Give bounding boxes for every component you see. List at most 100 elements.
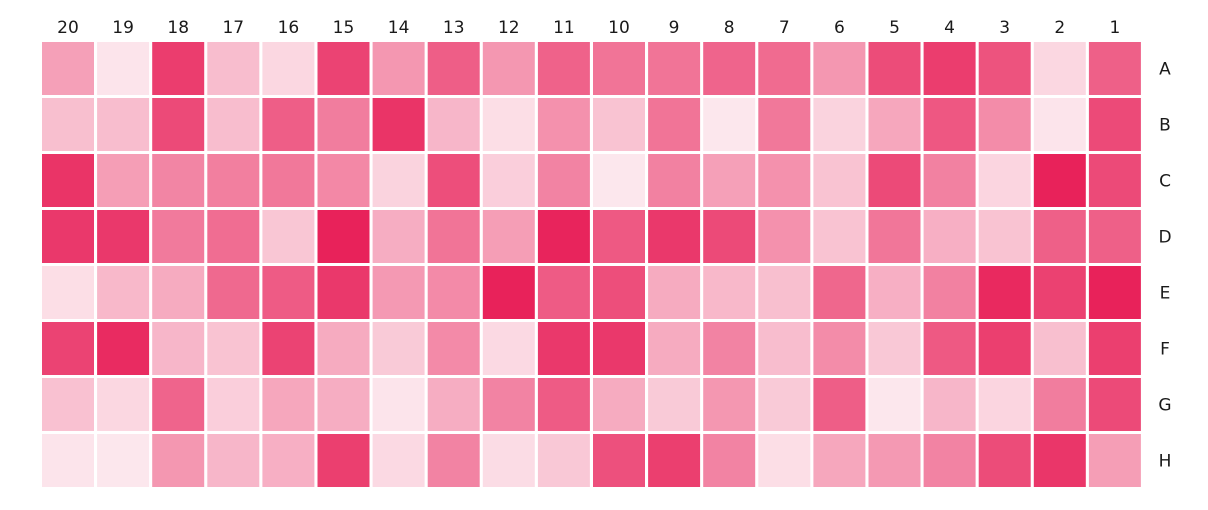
heatmap-cell (703, 434, 756, 487)
heatmap-cell (537, 98, 590, 151)
heatmap-cell (262, 322, 315, 375)
heatmap-cell (427, 98, 480, 151)
heatmap-cell (372, 210, 425, 263)
heatmap-cell (207, 434, 260, 487)
heatmap-cell (868, 42, 921, 95)
heatmap-cell (207, 154, 260, 207)
heatmap-cell (648, 210, 701, 263)
heatmap-cell (42, 154, 94, 207)
heatmap-cell (42, 378, 94, 431)
heatmap-cell (648, 154, 701, 207)
heatmap-cell (1033, 434, 1086, 487)
heatmap-cell (703, 266, 756, 319)
x-tick-label: 12 (498, 18, 520, 38)
y-tick-label: A (1159, 60, 1171, 80)
heatmap-cell (317, 42, 370, 95)
heatmap-cell (372, 42, 425, 95)
heatmap-cell (207, 42, 260, 95)
heatmap-cell (372, 266, 425, 319)
heatmap-cell (207, 266, 260, 319)
heatmap-cell (923, 322, 976, 375)
heatmap-cell (262, 42, 315, 95)
heatmap-cell (923, 98, 976, 151)
x-tick-label: 11 (553, 18, 575, 38)
heatmap-cell (1088, 322, 1141, 375)
heatmap-cell (593, 210, 645, 263)
heatmap-cell (1033, 266, 1086, 319)
heatmap-cell (317, 98, 370, 151)
x-tick-label: 9 (669, 18, 680, 38)
x-tick-label: 3 (999, 18, 1010, 38)
y-tick-label: B (1159, 116, 1171, 136)
heatmap-cell (978, 266, 1031, 319)
heatmap-cell (813, 434, 866, 487)
heatmap-cell (427, 42, 480, 95)
heatmap-cell (868, 266, 921, 319)
heatmap-cell (1033, 42, 1086, 95)
heatmap-cell (317, 210, 370, 263)
heatmap-cell (97, 266, 150, 319)
heatmap-cell (593, 154, 645, 207)
y-tick-label: C (1159, 172, 1171, 192)
heatmap-cell (537, 210, 590, 263)
heatmap-cell (152, 322, 205, 375)
heatmap-cell (482, 434, 535, 487)
heatmap-cell (152, 210, 205, 263)
x-tick-label: 6 (834, 18, 845, 38)
heatmap-cell (593, 434, 645, 487)
heatmap-cell (648, 378, 701, 431)
heatmap-cell (482, 378, 535, 431)
heatmap-cell (648, 42, 701, 95)
y-tick-label: E (1160, 284, 1171, 304)
heatmap-cell (813, 322, 866, 375)
heatmap-cell (813, 266, 866, 319)
heatmap-cell (262, 98, 315, 151)
x-tick-label: 1 (1109, 18, 1120, 38)
heatmap-cell (427, 266, 480, 319)
heatmap-cell (703, 42, 756, 95)
heatmap-cell (317, 434, 370, 487)
heatmap-cell (648, 266, 701, 319)
x-tick-label: 19 (112, 18, 134, 38)
heatmap-cell (1088, 434, 1141, 487)
x-tick-label: 13 (443, 18, 465, 38)
heatmap-cell (648, 322, 701, 375)
heatmap-cell (1033, 98, 1086, 151)
heatmap-cell (813, 42, 866, 95)
x-tick-label: 2 (1054, 18, 1065, 38)
heatmap-cell (42, 42, 94, 95)
x-tick-label: 5 (889, 18, 900, 38)
heatmap-cell (1033, 210, 1086, 263)
heatmap-cell (42, 98, 94, 151)
heatmap-cell (758, 434, 811, 487)
heatmap-cell (758, 266, 811, 319)
heatmap-cell (923, 266, 976, 319)
heatmap-cell (593, 378, 645, 431)
y-axis-labels: A B C D E F G H (1158, 60, 1171, 472)
heatmap-cell (758, 378, 811, 431)
heatmap-cell (1088, 378, 1141, 431)
heatmap-cell (868, 378, 921, 431)
heatmap-cell (262, 210, 315, 263)
heatmap-cell (372, 154, 425, 207)
heatmap-cell (703, 322, 756, 375)
heatmap-cell (372, 434, 425, 487)
heatmap-cell (317, 266, 370, 319)
heatmap-cell (537, 154, 590, 207)
heatmap-cell (42, 322, 94, 375)
x-tick-label: 18 (167, 18, 189, 38)
heatmap-cell (482, 42, 535, 95)
x-tick-label: 17 (222, 18, 244, 38)
heatmap-cell (152, 434, 205, 487)
heatmap-cell (427, 378, 480, 431)
heatmap-cell (262, 154, 315, 207)
heatmap-cell (207, 210, 260, 263)
x-tick-label: 8 (724, 18, 735, 38)
heatmap-cell (372, 98, 425, 151)
heatmap-cell (978, 154, 1031, 207)
heatmap-cell (152, 42, 205, 95)
heatmap-cell (482, 210, 535, 263)
heatmap-cell (1033, 378, 1086, 431)
heatmap-cell (758, 154, 811, 207)
heatmap-cell (923, 378, 976, 431)
